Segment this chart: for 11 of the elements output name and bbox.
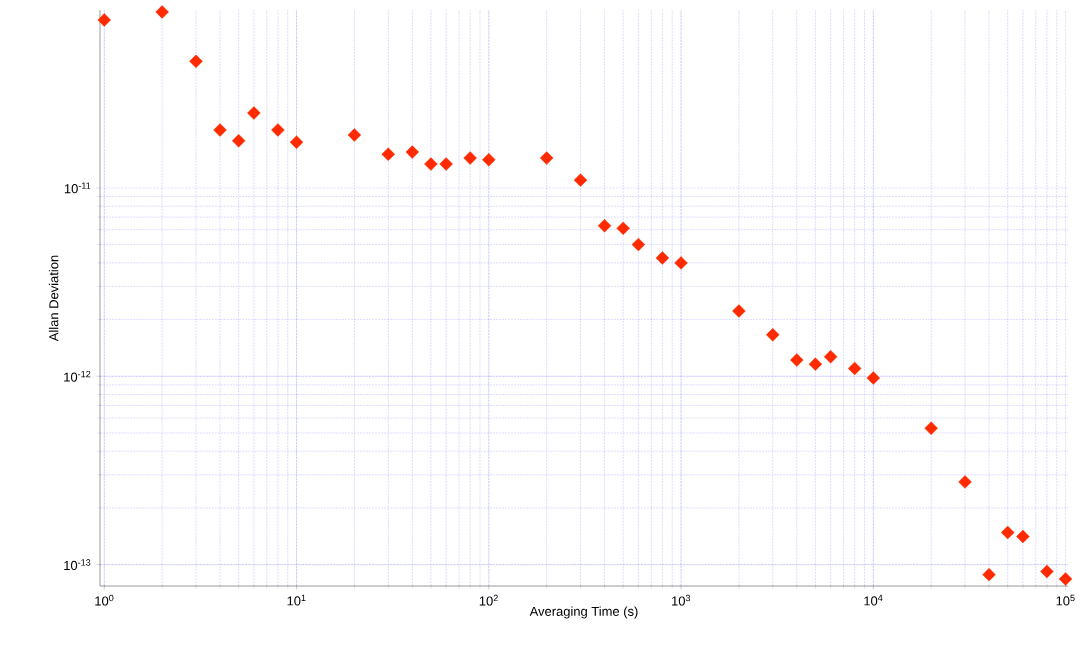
y-tick-label: 10$^{-11}$ xyxy=(64,182,91,194)
y-tick-label: 10$^{-12}$ xyxy=(64,370,91,382)
y-tick-label: 10$^{-13}$ xyxy=(64,559,91,571)
x-tick-label: 10$^{2}$ xyxy=(479,594,498,606)
x-tick-label: 10$^{3}$ xyxy=(672,594,691,606)
x-tick-label: 10$^{4}$ xyxy=(864,594,883,606)
y-axis-title: Allan Deviation xyxy=(48,255,59,342)
x-axis-title: Averaging Time (s) xyxy=(529,606,638,619)
x-tick-label: 10$^{5}$ xyxy=(1056,594,1075,606)
x-tick-label: 10$^{1}$ xyxy=(287,594,306,606)
x-tick-label: 10$^{0}$ xyxy=(95,594,114,606)
